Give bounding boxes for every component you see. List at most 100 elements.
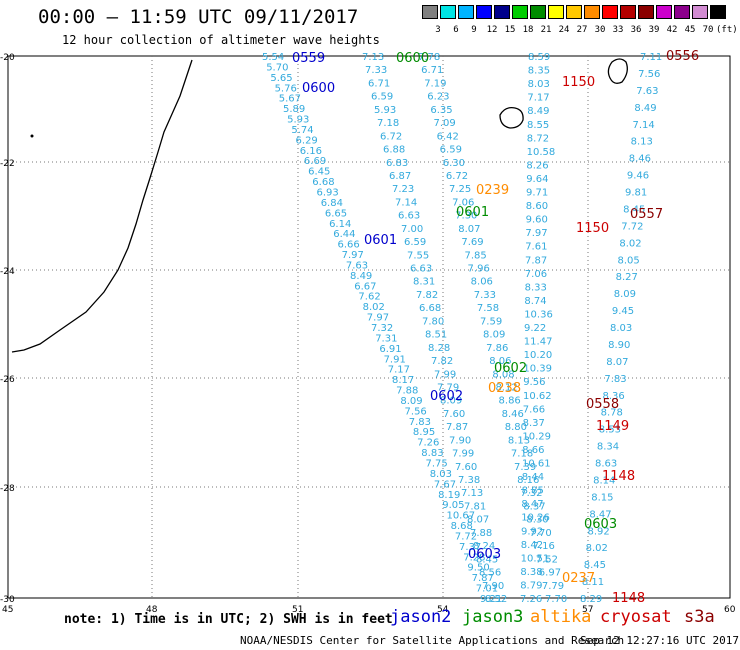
wave-height-value: 7.33 — [365, 65, 387, 76]
wave-height-value: 8.07 — [458, 224, 480, 235]
wave-height-value: 7.85 — [464, 250, 486, 261]
scale-label: 18 — [522, 25, 534, 35]
wave-height-value: 6.45 — [308, 167, 330, 178]
scale-label: 70 — [702, 25, 714, 35]
wave-height-value: 9.56 — [523, 377, 545, 388]
scale-label: 21 — [540, 25, 552, 35]
wave-height-value: 10.26 — [521, 513, 550, 524]
x-tick-label: 54 — [437, 605, 449, 615]
scale-label: 3 — [435, 25, 441, 35]
wave-height-value: 8.95 — [413, 427, 435, 438]
wave-height-value: 8.85 — [522, 486, 544, 497]
scale-swatch — [602, 5, 618, 19]
wave-height-value: 8.46 — [629, 154, 651, 165]
wave-height-value: 7.11 — [640, 52, 662, 63]
y-tick-label: -20 — [0, 53, 15, 63]
pass-time-label: 0556 — [666, 49, 699, 64]
scale-swatch — [494, 5, 510, 19]
wave-height-value: 7.32 — [371, 323, 393, 334]
wave-height-value: 9.64 — [526, 174, 548, 185]
wave-height-value: 8.06 — [471, 277, 493, 288]
scale-swatch — [692, 5, 708, 19]
pass-time-label: 0602 — [430, 389, 463, 404]
wave-height-value: 5.74 — [291, 125, 313, 136]
legend-jason3: jason3 — [462, 607, 524, 627]
wave-height-value: 10.39 — [523, 364, 552, 375]
pass-time-label: 0557 — [630, 207, 663, 222]
wave-height-value: 9.71 — [526, 188, 548, 199]
scale-swatch — [710, 5, 726, 19]
wave-height-value: 7.18 — [377, 118, 399, 129]
wave-height-value: 7.39 — [514, 462, 536, 473]
scale-label: 27 — [576, 25, 588, 35]
scale-swatch — [620, 5, 636, 19]
x-tick-label: 57 — [582, 605, 593, 615]
wave-height-value: 7.87 — [472, 573, 494, 584]
pass-time-label: 0603 — [468, 547, 501, 562]
pass-time-label: 1149 — [596, 419, 629, 434]
legend-jason2: jason2 — [390, 607, 452, 627]
wave-height-value: 7.55 — [407, 250, 429, 261]
wave-height-value: 8.06 — [489, 356, 511, 367]
wave-height-value: 7.26 — [520, 594, 542, 605]
wave-height-value: 8.52 — [485, 594, 507, 605]
pass-time-label: 0602 — [494, 361, 527, 376]
wave-height-value: 7.62 — [358, 292, 380, 303]
wave-height-value: 5.93 — [374, 105, 396, 116]
wave-height-value: 10.36 — [524, 309, 553, 320]
scale-swatch — [458, 5, 474, 19]
y-tick-label: -22 — [0, 159, 15, 169]
wave-height-value: 8.09 — [400, 396, 422, 407]
wave-height-value: 7.88 — [470, 528, 492, 539]
wave-height-value: 8.19 — [438, 490, 460, 501]
wave-height-value: 8.63 — [595, 459, 617, 470]
islet — [30, 134, 34, 138]
wave-height-value: 6.71 — [421, 65, 443, 76]
wave-height-value: 6.63 — [398, 211, 420, 222]
wave-height-value: 8.27 — [616, 272, 638, 283]
y-tick-label: -26 — [0, 375, 15, 385]
wave-height-value: 9.81 — [625, 188, 647, 199]
wave-height-value: 7.80 — [422, 316, 444, 327]
wave-height-value: 7.01 — [476, 584, 498, 595]
wave-height-value: 9.21 — [480, 594, 502, 605]
wave-height-value: 7.70 — [545, 594, 567, 605]
wave-height-value: 8.09 — [483, 330, 505, 341]
wave-height-value: 5.70 — [266, 62, 288, 73]
wave-height-value: 6.97 — [539, 568, 561, 579]
wave-height-value: 7.96 — [468, 264, 490, 275]
scale-label: 33 — [612, 25, 624, 35]
wave-height-value: 9.50 — [467, 563, 489, 574]
wave-height-value: 8.45 — [623, 204, 645, 215]
wave-height-value: 7.90 — [482, 581, 504, 592]
wave-height-value: 7.60 — [455, 462, 477, 473]
wave-height-value: 7.06 — [452, 197, 474, 208]
wave-height-value: 7.66 — [523, 404, 545, 415]
wave-height-value: 8.33 — [525, 282, 547, 293]
wave-height-value: 7.99 — [452, 449, 474, 460]
wave-height-value: 10.51 — [521, 553, 550, 564]
wave-height-value: 5.67 — [279, 94, 301, 105]
wave-height-value: 7.63 — [636, 86, 658, 97]
pass-time-label: 0601 — [456, 205, 489, 220]
wave-height-value: 8.24 — [473, 541, 495, 552]
scale-swatch — [530, 5, 546, 19]
wave-height-value: 7.59 — [480, 316, 502, 327]
x-tick-label: 51 — [292, 605, 303, 615]
wave-height-value: 6.59 — [371, 92, 393, 103]
pass-time-label: 1148 — [602, 469, 635, 484]
scale-label: 6 — [453, 25, 459, 35]
wave-height-value: 7.28 — [463, 552, 485, 563]
wave-height-value: 8.34 — [597, 442, 619, 453]
wave-height-value: 8.45 — [476, 554, 498, 565]
wave-height-value: 9.22 — [524, 323, 546, 334]
wave-height-value: 6.93 — [317, 188, 339, 199]
scale-swatch — [656, 5, 672, 19]
map-frame — [7, 55, 731, 599]
wave-height-value: 6.16 — [300, 146, 322, 157]
wave-height-value: 7.17 — [388, 365, 410, 376]
pass-time-label: 0603 — [584, 517, 617, 532]
wave-height-value: 8.92 — [588, 526, 610, 537]
y-tick-label: -28 — [0, 484, 15, 494]
wave-height-value: 9.45 — [612, 306, 634, 317]
